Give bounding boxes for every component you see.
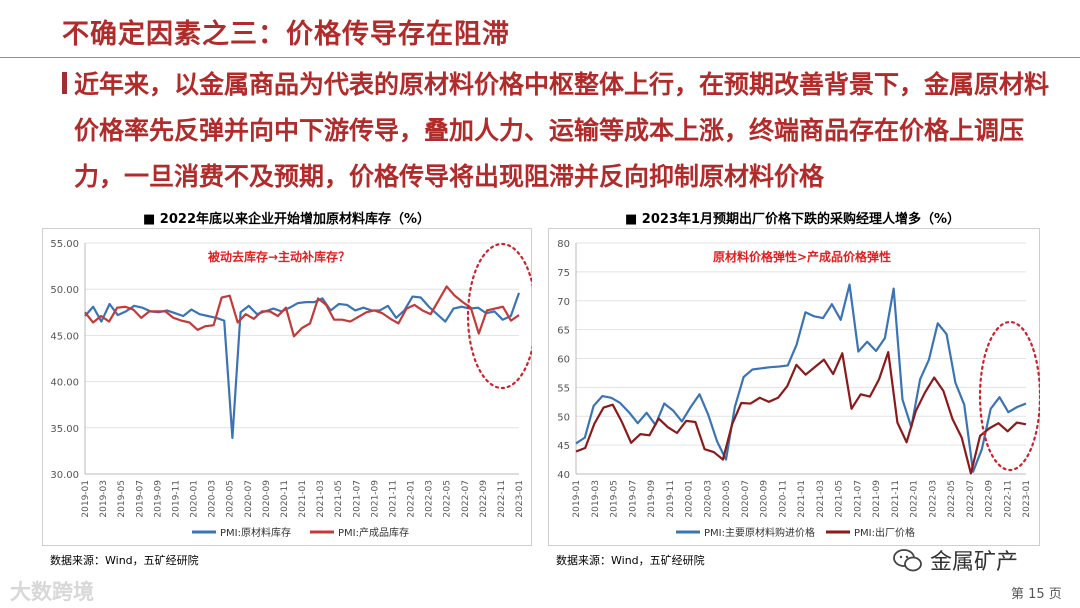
chart2-xtick-label: 2019-07	[628, 480, 638, 518]
chart1-xtick-label: 2022-03	[425, 480, 435, 518]
chart1-svg: 30.00 35.00 40.00 45.00 50.00 55.00 2019-01 201…	[50, 239, 532, 539]
chart2-ytick-label: 75	[557, 268, 570, 279]
chart2-xtick-label: 2020-11	[778, 480, 788, 518]
chart2-xtick-label: 2019-05	[610, 480, 620, 518]
chart2-highlight-ellipse	[978, 320, 1040, 472]
chart2-series-2-line	[575, 351, 1027, 475]
chart1-title: ■ 2022年底以来企业开始增加原材料库存（%）	[143, 212, 431, 227]
chart2-legend-label: PMI:主要原材料购进价格	[704, 526, 815, 539]
chart1-xtick-label: 2019-05	[117, 480, 127, 518]
chart2-source: 数据来源：Wind，五矿经研院	[556, 554, 705, 567]
chart2-xtick-label: 2021-05	[835, 480, 845, 518]
chart2-ytick-label: 40	[557, 470, 570, 481]
chart2-xtick-label: 2022-05	[947, 480, 957, 518]
bullet-marker	[62, 72, 67, 94]
chart1-ytick-label: 40.00	[50, 378, 79, 389]
chart1-ytick-label: 45.00	[50, 331, 79, 342]
chart1-legend-label: PMI:原材料库存	[220, 526, 291, 539]
chart2-xtick-label: 2019-01	[572, 480, 582, 518]
chart2-xtick-label: 2019-11	[666, 480, 676, 518]
chart2-xtick-label: 2020-01	[685, 480, 695, 518]
chart2-legend-label: PMI:出厂价格	[854, 526, 915, 539]
chart1-ytick-label: 35.00	[50, 424, 79, 435]
chart1-series-2-line	[84, 285, 520, 338]
chart2-ytick-label: 55	[557, 383, 570, 394]
chart1-xtick-label: 2019-09	[153, 480, 163, 518]
chart1-xtick-label: 2020-05	[226, 480, 236, 518]
chart1-xtick-label: 2021-09	[370, 480, 380, 518]
chart2-xtick-label: 2021-01	[797, 480, 807, 518]
chart2-ytick-label: 80	[557, 239, 570, 250]
chart1-xtick-label: 2020-01	[190, 480, 200, 518]
chart2-xtick-label: 2019-03	[591, 480, 601, 518]
chart1-xtick-label: 2021-01	[298, 480, 308, 518]
wechat-account-label: 金属矿产	[930, 550, 1019, 575]
chart1-highlight-ellipse	[466, 242, 532, 390]
chart2-xtick-label: 2022-01	[910, 480, 920, 518]
chart2-xtick-label: 2019-09	[647, 480, 657, 518]
chart2-ytick-label: 50	[557, 412, 570, 423]
chart2-xtick-label: 2022-03	[928, 480, 938, 518]
chart2-title: ■ 2023年1月预期出厂价格下跌的采购经理人增多（%）	[625, 212, 961, 227]
chart2-xtick-label: 2021-11	[891, 480, 901, 518]
chart2-annotation: 原材料价格弹性>产成品价格弹性	[713, 249, 891, 264]
chart1-xtick-label: 2022-01	[407, 480, 417, 518]
chart1-xtick-label: 2020-07	[244, 480, 254, 518]
chart1-xtick-label: 2023-01	[515, 480, 525, 518]
chart2-xtick-label: 2021-09	[872, 480, 882, 518]
chart1-legend-label: PMI:产成品库存	[338, 526, 409, 539]
chart1-ytick-label: 55.00	[50, 239, 79, 250]
chart1-xtick-label: 2019-01	[81, 480, 91, 518]
chart1-xtick-label: 2019-11	[171, 480, 181, 518]
chart1-xtick-label: 2022-11	[497, 480, 507, 518]
chart1-xtick-label: 2021-11	[388, 480, 398, 518]
chart2-svg: 40 45 50 55 60 65 70 75 80 2019-01 2019-03 2019-05 2…	[557, 239, 1040, 539]
chart1-xtick-label: 2022-07	[461, 480, 471, 518]
page-number: 第 15 页	[1011, 587, 1062, 602]
wechat-icon	[893, 549, 922, 572]
chart2-xtick-label: 2020-03	[703, 480, 713, 518]
chart1-xtick-label: 2022-09	[479, 480, 489, 518]
chart2-ytick-label: 60	[557, 355, 570, 366]
chart1-frame	[42, 228, 532, 546]
chart1-xtick-label: 2020-11	[280, 480, 290, 518]
chart1-xtick-label: 2021-05	[334, 480, 344, 518]
chart2-xtick-label: 2023-01	[1022, 480, 1032, 518]
chart1-ytick-label: 50.00	[50, 285, 79, 296]
chart1-xtick-label: 2020-09	[262, 480, 272, 518]
chart2-xtick-label: 2022-07	[966, 480, 976, 518]
chart2-xtick-label: 2020-05	[722, 480, 732, 518]
chart1-xtick-label: 2021-03	[316, 480, 326, 518]
chart1-xtick-label: 2019-07	[135, 480, 145, 518]
chart2-xtick-label: 2020-07	[741, 480, 751, 518]
bullet-text: 近年来，以金属商品为代表的原材料价格中枢整体上行，在预期改善背景下，金属原材料价…	[74, 70, 1050, 191]
title-divider	[0, 57, 1080, 58]
chart2-xtick-label: 2021-03	[816, 480, 826, 518]
chart1-source: 数据来源：Wind，五矿经研院	[50, 554, 199, 567]
chart2-xtick-label: 2022-09	[985, 480, 995, 518]
chart1-annotation: 被动去库存→主动补库存？	[208, 249, 350, 264]
chart2-xtick-label: 2022-11	[1003, 480, 1013, 518]
slide-title: 不确定因素之三：价格传导存在阻滞	[62, 19, 510, 50]
footer-logo: 大数跨境	[10, 580, 94, 604]
chart2-xtick-label: 2020-09	[760, 480, 770, 518]
chart2-ytick-label: 65	[557, 326, 570, 337]
chart1-xtick-label: 2019-03	[99, 480, 109, 518]
chart1-xtick-label: 2020-03	[208, 480, 218, 518]
chart2-series-1-line	[575, 283, 1027, 473]
chart2-ytick-label: 45	[557, 441, 570, 452]
chart1-xtick-label: 2022-05	[443, 480, 453, 518]
chart2-ytick-label: 70	[557, 297, 570, 308]
chart1-series-1-line	[84, 292, 521, 440]
chart1-xtick-label: 2021-07	[352, 480, 362, 518]
chart1-ytick-label: 30.00	[50, 470, 79, 481]
chart2-xtick-label: 2021-07	[853, 480, 863, 518]
